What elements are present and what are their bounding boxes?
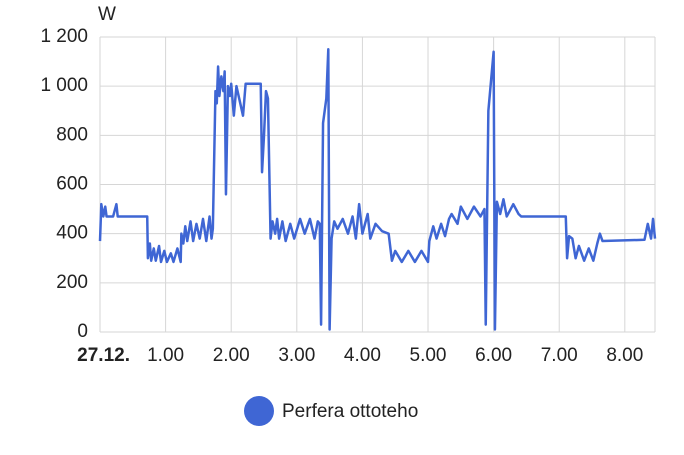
y-tick-label: 1 000 <box>40 75 88 96</box>
x-tick-label: 8.00 <box>606 345 643 366</box>
y-tick-label: 800 <box>56 124 88 145</box>
y-tick-label: 400 <box>56 223 88 244</box>
legend-marker <box>244 396 274 426</box>
x-tick-label: 2.00 <box>213 345 250 366</box>
y-axis-label: W <box>98 4 116 25</box>
y-tick-label: 200 <box>56 272 88 293</box>
legend-label: Perfera ottoteho <box>282 401 418 422</box>
data-line <box>98 48 657 331</box>
y-tick-label: 600 <box>56 174 88 195</box>
y-tick-label: 1 200 <box>40 26 88 47</box>
x-tick-label: 3.00 <box>278 345 315 366</box>
x-tick-label: 4.00 <box>344 345 381 366</box>
x-tick-label: 5.00 <box>410 345 447 366</box>
x-tick-label: 7.00 <box>541 345 578 366</box>
x-tick-label: 27.12. <box>77 345 130 366</box>
x-tick-label: 1.00 <box>147 345 184 366</box>
x-tick-label: 6.00 <box>475 345 512 366</box>
y-tick-label: 0 <box>77 321 88 342</box>
